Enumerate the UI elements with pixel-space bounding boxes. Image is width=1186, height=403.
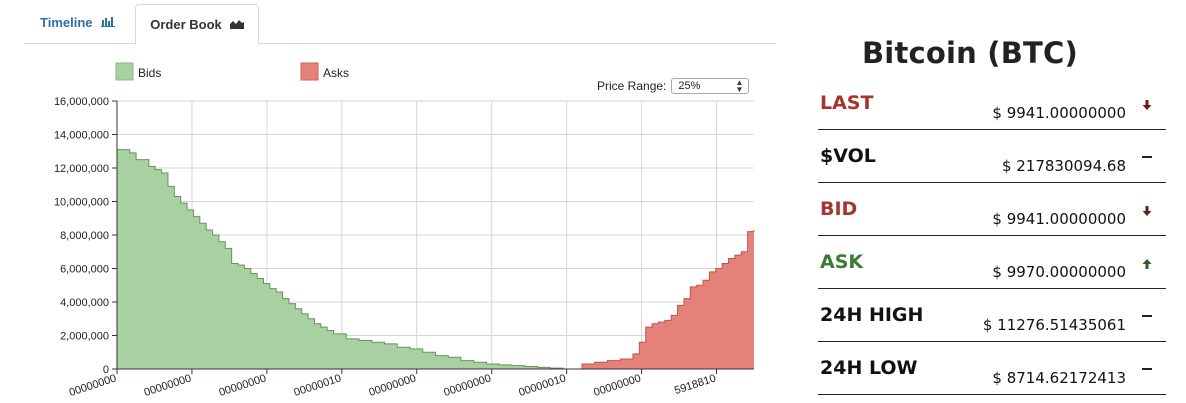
stat-label: BID (820, 198, 858, 220)
x-tick-label: 00000000 (68, 372, 118, 399)
x-tick-label: 00000000 (218, 372, 268, 399)
market-title: Bitcoin (BTC) (862, 36, 1078, 70)
select-chevron-icon: ▲ ▼ (735, 78, 744, 94)
y-tick-label: 4,000,000 (60, 297, 109, 309)
stat-value: $ 9941.00000000 (992, 104, 1126, 122)
legend-swatch-bids (115, 62, 134, 81)
x-tick-label: 00000000 (143, 372, 193, 399)
stat-label: 24H HIGH (820, 304, 924, 326)
price-range-value: 25% (678, 80, 701, 92)
y-tick-label: 6,000,000 (60, 264, 109, 276)
stat-volume: $VOL $ 217830094.68 (818, 129, 1166, 183)
x-tick-label: 00000010 (292, 372, 342, 399)
area-line-bids (117, 149, 570, 370)
stat-value: $ 9941.00000000 (992, 210, 1126, 228)
tab-order-book-label: Order Book (150, 17, 222, 32)
y-tick-label: 14,000,000 (54, 130, 109, 142)
price-range-select[interactable]: 25% ▲ ▼ (671, 78, 750, 94)
arrow-down-icon (1142, 100, 1152, 110)
stat-label: ASK (820, 251, 864, 273)
tab-timeline-label: Timeline (40, 15, 93, 30)
y-tick-label: 10,000,000 (54, 197, 109, 209)
stat-24h-high: 24H HIGH $ 11276.51435061 (818, 288, 1166, 342)
area-chart-icon (229, 17, 244, 32)
x-tick-label: 00000000 (442, 372, 492, 399)
x-tick-label: 00000000 (592, 372, 642, 399)
dash-icon (1142, 368, 1152, 370)
tab-timeline[interactable]: Timeline (40, 3, 115, 42)
stat-label: 24H LOW (820, 357, 918, 379)
stat-bid: BID $ 9941.00000000 (818, 182, 1166, 236)
stat-ask: ASK $ 9970.00000000 (818, 235, 1166, 289)
stat-24h-low: 24H LOW $ 8714.62172413 (818, 341, 1166, 395)
area-line-asks (569, 229, 755, 370)
dash-icon (1142, 315, 1152, 317)
arrow-down-icon (1142, 206, 1152, 216)
dash-icon (1142, 156, 1152, 158)
y-tick-label: 16,000,000 (54, 96, 109, 108)
stat-last: LAST $ 9941.00000000 (818, 76, 1166, 130)
y-tick-label: 12,000,000 (54, 163, 109, 175)
x-tick-label: 00000010 (517, 372, 567, 399)
area-asks (569, 229, 754, 369)
x-tick-label: 00000000 (367, 372, 417, 399)
stat-label: $VOL (820, 145, 876, 167)
legend-label-asks: Asks (323, 66, 349, 80)
stat-value: $ 8714.62172413 (992, 369, 1126, 387)
stat-value: $ 9970.00000000 (992, 263, 1126, 281)
price-range-control: Price Range: 25% ▲ ▼ (597, 78, 750, 94)
area-bids (117, 149, 570, 369)
y-tick-label: 0 (103, 364, 109, 376)
stat-label: LAST (820, 92, 874, 114)
bar-chart-icon (100, 15, 115, 30)
y-tick-label: 2,000,000 (60, 331, 109, 343)
stat-value: $ 11276.51435061 (982, 316, 1126, 334)
legend-swatch-asks (300, 62, 319, 81)
y-tick-label: 8,000,000 (60, 230, 109, 242)
order-book-chart: 0 2,000,000 4,000,000 6,000,000 8,000,000 10,… (54, 62, 755, 399)
legend-label-bids: Bids (138, 66, 161, 80)
arrow-up-icon (1142, 259, 1152, 269)
stat-value: $ 217830094.68 (1001, 157, 1126, 175)
chart-tabs: Timeline Order Book (24, 0, 776, 45)
x-tick-label: 5918810 (673, 372, 717, 397)
tab-order-book[interactable]: Order Book (135, 4, 259, 45)
price-range-label: Price Range: (597, 79, 667, 93)
